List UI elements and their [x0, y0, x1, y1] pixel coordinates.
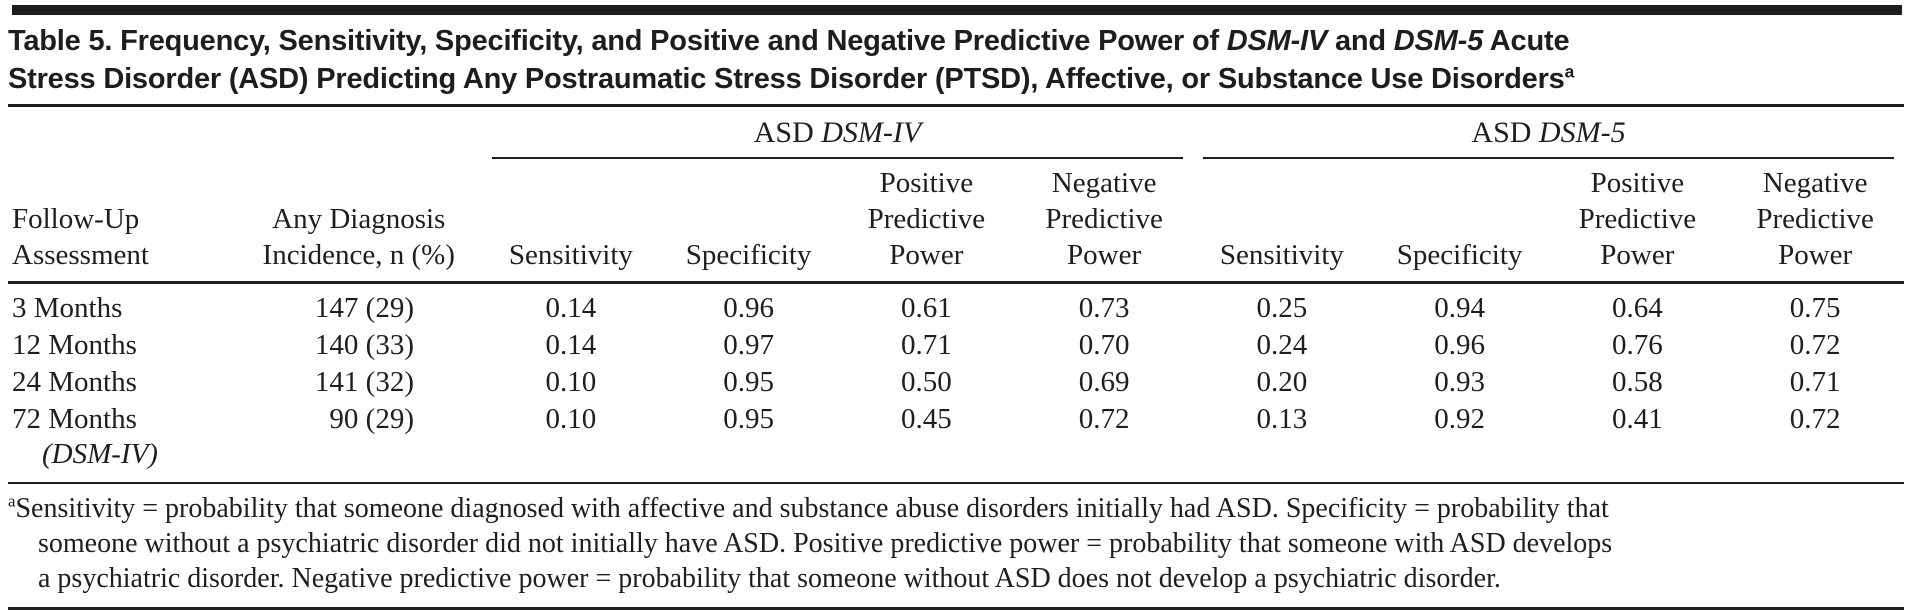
table-row: 72 Months (DSM-IV) 90 (29) 0.10 0.95 0.4…: [8, 400, 1904, 482]
value-cell: 0.94: [1434, 292, 1485, 324]
column-header-dsm4-npp: Negative Predictive Power: [1015, 159, 1193, 284]
column-header-incidence: Any Diagnosis Incidence, n (%): [235, 159, 482, 284]
footnote-line-3: a psychiatric disorder. Negative predict…: [38, 563, 1501, 594]
row-label: 3 Months: [12, 292, 123, 324]
row-label-cell: 12 Months: [8, 326, 236, 363]
column-header-dsm4-ppp: Positive Predictive Power: [837, 159, 1016, 284]
value-cell: 0.41: [1611, 403, 1663, 435]
value-cell: 0.73: [1078, 292, 1130, 324]
value-cell: 0.69: [1078, 366, 1130, 398]
group-header-dsm-iv: ASD DSM-IV: [482, 107, 1193, 159]
row-label: 12 Months: [12, 329, 137, 361]
footnote-line-2: someone without a psychiatric disorder d…: [38, 528, 1613, 559]
row-label-line-2: (DSM-IV): [42, 438, 158, 470]
footnote-line-1: aSensitivity = probability that someone …: [8, 491, 1609, 524]
incidence-cell: 141 (32): [314, 366, 414, 398]
value-cell: 0.96: [723, 292, 774, 324]
column-header-dsm4-sensitivity: Sensitivity: [481, 159, 660, 284]
value-cell: 0.72: [1078, 403, 1130, 435]
value-cell: 0.71: [1789, 366, 1841, 398]
top-divider-bar: [12, 5, 1902, 15]
value-cell: 0.92: [1434, 403, 1485, 435]
value-cell: 0.25: [1256, 292, 1308, 324]
group-header-dsm-5: ASD DSM-5: [1193, 107, 1904, 159]
value-cell: 0.50: [900, 366, 952, 398]
value-cell: 0.93: [1434, 366, 1485, 398]
value-cell: 0.24: [1256, 329, 1308, 361]
value-cell: 0.45: [900, 403, 952, 435]
group-header-spacer: [8, 107, 482, 159]
table-title-line-2: Stress Disorder (ASD) Predicting Any Pos…: [8, 61, 1575, 95]
row-label-cell: 24 Months: [8, 363, 236, 400]
value-cell: 0.70: [1078, 329, 1130, 361]
column-header-dsm5-npp: Negative Predictive Power: [1726, 159, 1904, 284]
column-header-follow-up: Follow-Up Assessment: [8, 159, 236, 284]
value-cell: 0.10: [545, 366, 597, 398]
table-row: 3 Months 147 (29) 0.14 0.96 0.61 0.73 0.…: [8, 283, 1904, 327]
value-cell: 0.61: [900, 292, 952, 324]
group-header-dsm-iv-label: ASD DSM-IV: [491, 116, 1183, 159]
row-label: 24 Months: [12, 366, 137, 398]
value-cell: 0.58: [1611, 366, 1663, 398]
incidence-cell: 90 (29): [329, 403, 414, 435]
group-header-row: ASD DSM-IV ASD DSM-5: [8, 107, 1904, 159]
value-cell: 0.71: [900, 329, 952, 361]
row-label-cell: 72 Months (DSM-IV): [8, 400, 236, 482]
results-table: ASD DSM-IV ASD DSM-5 Follow-Up Assessmen…: [8, 107, 1904, 482]
value-cell: 0.76: [1611, 329, 1663, 361]
table-title: Table 5. Frequency, Sensitivity, Specifi…: [8, 22, 1904, 98]
value-cell: 0.96: [1434, 329, 1485, 361]
footnote: aSensitivity = probability that someone …: [8, 491, 1904, 596]
column-header-row: Follow-Up Assessment Any Diagnosis Incid…: [8, 159, 1904, 284]
value-cell: 0.75: [1789, 292, 1841, 324]
column-header-dsm5-specificity: Specificity: [1370, 159, 1549, 284]
column-header-dsm4-specificity: Specificity: [659, 159, 838, 284]
value-cell: 0.13: [1256, 403, 1308, 435]
value-cell: 0.20: [1256, 366, 1308, 398]
column-header-dsm5-ppp: Positive Predictive Power: [1548, 159, 1727, 284]
row-label: 72 Months: [12, 403, 137, 435]
value-cell: 0.14: [545, 292, 597, 324]
table-row: 24 Months 141 (32) 0.10 0.95 0.50 0.69 0…: [8, 363, 1904, 400]
value-cell: 0.95: [723, 366, 774, 398]
footnote-rule: [8, 482, 1904, 484]
value-cell: 0.95: [723, 403, 774, 435]
incidence-cell: 140 (33): [314, 329, 414, 361]
value-cell: 0.72: [1789, 403, 1841, 435]
bottom-divider-bar: [8, 607, 1904, 610]
row-label-cell: 3 Months: [8, 283, 236, 327]
title-rule: [8, 104, 1904, 107]
table-title-line-1: Table 5. Frequency, Sensitivity, Specifi…: [8, 25, 1570, 57]
group-header-dsm-5-label: ASD DSM-5: [1202, 116, 1894, 159]
value-cell: 0.72: [1789, 329, 1841, 361]
column-header-dsm5-sensitivity: Sensitivity: [1192, 159, 1371, 284]
incidence-cell: 147 (29): [314, 292, 414, 324]
value-cell: 0.10: [545, 403, 597, 435]
value-cell: 0.64: [1611, 292, 1663, 324]
value-cell: 0.97: [723, 329, 774, 361]
table-row: 12 Months 140 (33) 0.14 0.97 0.71 0.70 0…: [8, 326, 1904, 363]
value-cell: 0.14: [545, 329, 597, 361]
